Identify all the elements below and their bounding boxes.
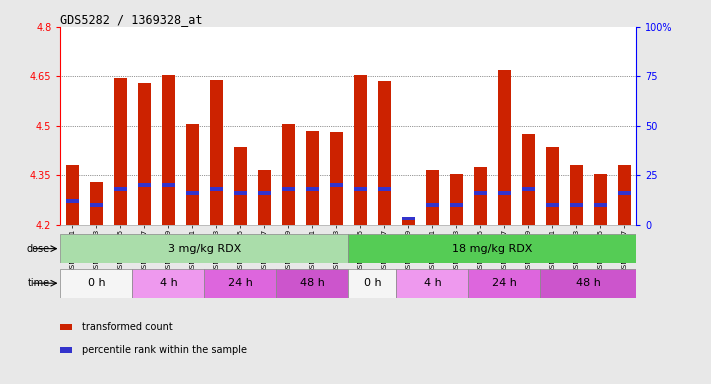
Bar: [594, 203, 607, 207]
Bar: [277, 269, 348, 298]
Bar: [66, 166, 79, 225]
Text: 24 h: 24 h: [228, 278, 253, 288]
Bar: [186, 191, 199, 195]
Bar: [474, 191, 487, 195]
Bar: [60, 347, 73, 353]
Text: 18 mg/kg RDX: 18 mg/kg RDX: [452, 243, 533, 254]
Bar: [570, 203, 583, 207]
Bar: [306, 131, 319, 225]
Bar: [378, 187, 391, 191]
Bar: [330, 132, 343, 225]
Bar: [402, 217, 415, 220]
Bar: [354, 187, 367, 191]
Bar: [354, 74, 367, 225]
Bar: [469, 269, 540, 298]
Bar: [570, 166, 583, 225]
Bar: [210, 80, 223, 225]
Text: dose: dose: [26, 243, 50, 254]
Bar: [348, 234, 636, 263]
Bar: [210, 187, 223, 191]
Bar: [60, 234, 348, 263]
Bar: [522, 134, 535, 225]
Bar: [205, 269, 277, 298]
Bar: [546, 203, 559, 207]
Bar: [618, 166, 631, 225]
Bar: [522, 187, 535, 191]
Bar: [138, 183, 151, 187]
Bar: [114, 78, 127, 225]
Bar: [162, 183, 175, 187]
Bar: [474, 167, 487, 225]
Bar: [162, 74, 175, 225]
Bar: [282, 124, 295, 225]
Bar: [90, 203, 103, 207]
Bar: [234, 147, 247, 225]
Bar: [546, 147, 559, 225]
Bar: [498, 70, 511, 225]
Bar: [594, 174, 607, 225]
Bar: [282, 187, 295, 191]
Bar: [258, 170, 271, 225]
Text: GDS5282 / 1369328_at: GDS5282 / 1369328_at: [60, 13, 203, 26]
Bar: [66, 199, 79, 203]
Bar: [132, 269, 205, 298]
Bar: [348, 269, 397, 298]
Bar: [60, 324, 73, 329]
Bar: [540, 269, 636, 298]
Bar: [618, 191, 631, 195]
Bar: [258, 191, 271, 195]
Text: transformed count: transformed count: [82, 322, 173, 332]
Text: 0 h: 0 h: [363, 278, 381, 288]
Bar: [90, 182, 103, 225]
Bar: [378, 81, 391, 225]
Text: 3 mg/kg RDX: 3 mg/kg RDX: [168, 243, 241, 254]
Text: 24 h: 24 h: [492, 278, 517, 288]
Bar: [60, 269, 132, 298]
Text: 4 h: 4 h: [159, 278, 177, 288]
Bar: [234, 191, 247, 195]
Bar: [186, 124, 199, 225]
Bar: [138, 83, 151, 225]
Text: 48 h: 48 h: [300, 278, 325, 288]
Bar: [450, 174, 463, 225]
Text: 4 h: 4 h: [424, 278, 442, 288]
Bar: [426, 203, 439, 207]
Text: 0 h: 0 h: [87, 278, 105, 288]
Bar: [397, 269, 469, 298]
Text: percentile rank within the sample: percentile rank within the sample: [82, 344, 247, 354]
Bar: [426, 170, 439, 225]
Bar: [306, 187, 319, 191]
Text: 48 h: 48 h: [576, 278, 601, 288]
Bar: [330, 183, 343, 187]
Bar: [498, 191, 511, 195]
Bar: [450, 203, 463, 207]
Bar: [402, 220, 415, 225]
Text: time: time: [28, 278, 50, 288]
Bar: [114, 187, 127, 191]
